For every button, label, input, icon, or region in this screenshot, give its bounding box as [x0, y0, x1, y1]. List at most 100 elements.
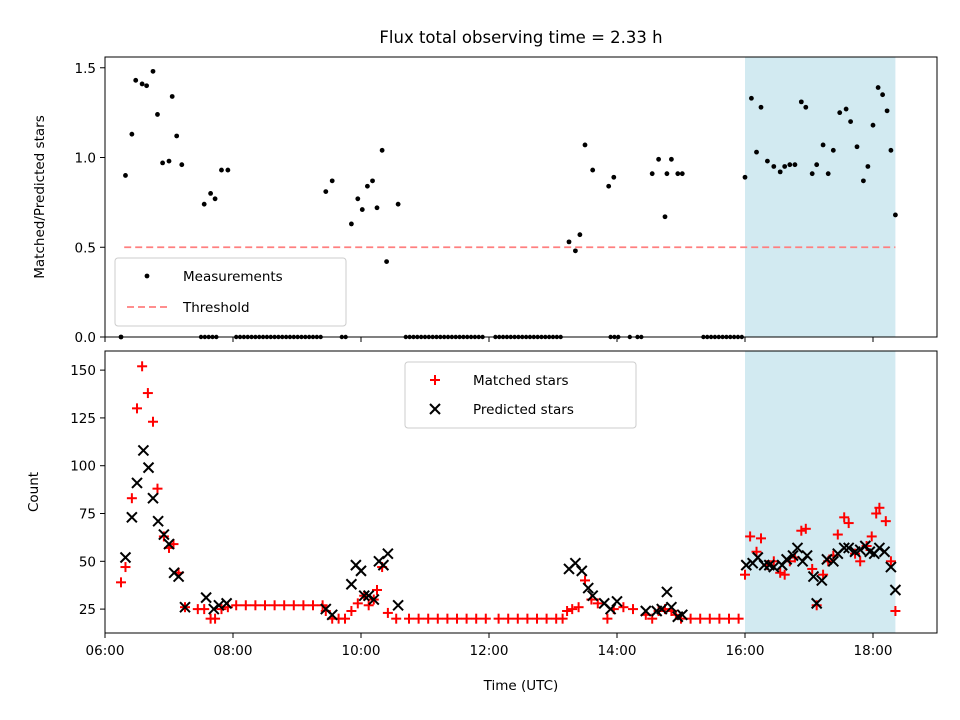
- measurement-point: [139, 81, 145, 87]
- measurement-point: [649, 171, 655, 177]
- matched-star-point: [714, 613, 725, 624]
- bottom-plot-frame: [104, 350, 938, 634]
- matched-star-point: [391, 613, 402, 624]
- predicted-star-point: [586, 590, 599, 602]
- matched-star-point: [471, 613, 482, 624]
- measurement-point: [865, 164, 871, 169]
- predicted-star-point: [200, 591, 212, 604]
- matched-star-point: [120, 562, 131, 573]
- measurement-point: [662, 214, 668, 220]
- predicted-star-point: [172, 570, 185, 583]
- measurement-point: [179, 162, 185, 168]
- matched-star-point: [532, 613, 542, 624]
- measurement-point: [664, 171, 670, 177]
- bottom-y-tick-label: 25: [79, 602, 96, 618]
- measurement-point: [166, 158, 172, 164]
- measurement-point: [133, 77, 139, 83]
- measurement-point: [837, 110, 843, 116]
- measurement-point: [129, 131, 135, 137]
- measurement-point: [679, 171, 685, 177]
- matched-star-point: [839, 512, 850, 523]
- matched-star-point: [724, 613, 734, 624]
- measurement-point: [144, 83, 150, 89]
- bottom-y-tick-label: 75: [79, 507, 96, 523]
- predicted-star-point: [611, 595, 623, 608]
- measurement-point: [208, 191, 214, 196]
- matched-star-point: [880, 516, 891, 527]
- measurement-point: [329, 178, 335, 184]
- bottom-legend: Matched stars Predicted stars: [404, 361, 637, 429]
- matched-star-point: [137, 361, 148, 372]
- matched-star-point: [340, 613, 350, 624]
- bottom-y-axis-label: Count: [26, 472, 42, 512]
- predicted-star-point: [791, 542, 804, 554]
- measurement-point: [771, 164, 777, 169]
- predicted-star-point: [119, 551, 132, 564]
- matched-star-point: [541, 613, 552, 624]
- matched-star-point: [562, 606, 573, 617]
- predicted-star-point: [326, 609, 338, 621]
- predicted-star-point: [878, 546, 891, 558]
- matched-star-point: [250, 600, 261, 611]
- x-tick-label: 06:00: [86, 643, 125, 659]
- matched-star-point: [618, 602, 629, 613]
- top-plot-frame: [104, 56, 938, 338]
- matched-star-point: [855, 556, 866, 567]
- matched-star-point: [298, 600, 309, 611]
- matched-star-point: [288, 600, 299, 611]
- predicted-star-point: [801, 549, 813, 562]
- matched-star-point: [695, 613, 706, 624]
- bottom-y-tick-label: 50: [79, 554, 96, 570]
- top-y-ticks: 0.0 0.5 1.0 1.5: [75, 61, 105, 346]
- top-legend-box: [114, 257, 347, 327]
- measurement-point: [880, 92, 885, 98]
- measurement-point: [777, 169, 783, 175]
- measurement-point: [803, 104, 809, 110]
- measurement-point: [825, 171, 831, 177]
- measurement-point: [656, 156, 661, 162]
- top-y-tick-label: 0.0: [75, 330, 96, 346]
- top-y-tick-label: 0.5: [75, 240, 96, 256]
- matched-star-point: [372, 584, 382, 595]
- predicted-star-point: [163, 538, 175, 550]
- x-tick-label: 12:00: [470, 643, 509, 659]
- measurement-point: [577, 232, 583, 238]
- predicted-star-point: [676, 609, 688, 621]
- measurement-point: [809, 171, 815, 177]
- predicted-star-point: [816, 574, 828, 587]
- bottom-predicted-stars: [119, 444, 902, 623]
- matched-star-point: [413, 613, 424, 624]
- matched-star-point: [811, 600, 822, 611]
- predicted-star-point: [656, 603, 668, 615]
- measurement-point: [212, 196, 218, 202]
- measurement-point: [219, 167, 224, 173]
- measurement-point: [370, 178, 375, 184]
- measurement-point: [611, 174, 617, 180]
- measurement-point: [754, 149, 759, 155]
- predicted-star-point: [576, 565, 588, 577]
- legend-matched-marker: [430, 375, 440, 385]
- matched-star-point: [602, 613, 613, 624]
- matched-star-point: [199, 604, 210, 615]
- matched-star-point: [866, 531, 877, 542]
- predicted-star-point: [807, 570, 820, 583]
- measurement-point: [854, 144, 860, 150]
- predicted-star-point: [179, 601, 191, 613]
- matched-star-point: [740, 569, 750, 580]
- matched-star-point: [132, 403, 142, 414]
- x-tick-label: 10:00: [342, 643, 381, 659]
- matched-star-point: [126, 493, 137, 504]
- top-legend: Measurements Threshold: [114, 257, 347, 327]
- matched-star-point: [432, 613, 443, 624]
- matched-star-point: [480, 613, 491, 624]
- measurement-point: [174, 133, 180, 139]
- matched-star-point: [745, 531, 756, 542]
- measurement-point: [875, 85, 881, 90]
- predicted-star-point: [842, 542, 855, 554]
- measurement-point: [355, 196, 361, 202]
- measurement-point: [365, 183, 370, 189]
- measurement-point: [798, 99, 804, 105]
- measurement-point: [669, 156, 674, 162]
- legend-predicted-marker: [429, 403, 441, 415]
